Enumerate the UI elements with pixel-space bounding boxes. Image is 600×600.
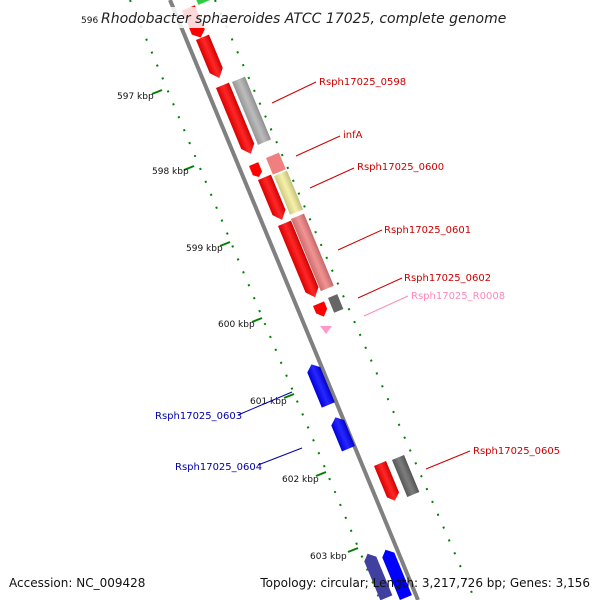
gene-rsph0598[interactable] [232,76,271,145]
gene-top-green[interactable] [195,0,212,5]
gene-red-4[interactable] [258,174,289,223]
label-rsph0605[interactable]: Rsph17025_0605 [473,446,560,457]
connector-rsph0600 [309,167,355,189]
tick-mark-601 [283,393,295,399]
connector-rsph0603 [237,391,293,416]
connector-rsph0601 [337,229,383,251]
label-rsph0603[interactable]: Rsph17025_0603 [155,411,242,422]
gene-infA[interactable] [266,152,286,175]
tick-mark-599 [219,241,231,247]
connector-rsph0605 [425,450,471,470]
gene-red-3[interactable] [249,162,264,179]
connector-r0008 [363,295,409,317]
label-r0008[interactable]: Rsph17025_R0008 [411,291,505,302]
tick-label-600: 600 kbp [218,320,255,330]
title-backdrop [98,7,502,28]
tick-mark-602 [315,471,327,477]
connector-rsph0598 [271,81,317,104]
label-infA[interactable]: infA [343,130,363,141]
genome-backbone [168,0,420,600]
label-rsph0602[interactable]: Rsph17025_0602 [404,273,491,284]
label-rsph0598[interactable]: Rsph17025_0598 [319,77,406,88]
tick-label-596: 596 [81,16,98,26]
gene-navy-bottom-1[interactable] [362,551,393,600]
tick-label-603: 603 kbp [310,552,347,562]
gene-r0008[interactable] [320,326,332,334]
gene-rsph0605[interactable] [392,455,420,497]
tick-label-599: 599 kbp [186,244,223,254]
label-rsph0604[interactable]: Rsph17025_0604 [175,462,262,473]
tick-label-602: 602 kbp [282,475,319,485]
connector-infA [295,135,341,157]
gene-rsph0603[interactable] [305,362,335,408]
connector-rsph0604 [257,447,303,466]
gene-red-bottom[interactable] [374,461,401,503]
gene-rsph0600[interactable] [274,170,304,215]
tick-mark-603 [347,547,359,553]
gene-blue-bottom-2[interactable] [380,547,412,600]
tick-mark-597 [151,89,163,95]
tick-label-597: 597 kbp [117,92,154,102]
gene-rsph0602[interactable] [328,294,344,313]
gene-red-6[interactable] [313,301,329,319]
gene-rsph0601[interactable] [291,213,334,292]
connector-rsph0602 [357,277,403,299]
tick-mark-598 [183,165,195,171]
gene-red-2[interactable] [216,82,257,157]
gene-red-1[interactable] [196,34,226,81]
label-rsph0601[interactable]: Rsph17025_0601 [384,225,471,236]
tick-label-598: 598 kbp [152,167,189,177]
topology-text: Topology: circular; Length: 3,217,726 bp… [260,576,590,590]
gene-red-5[interactable] [278,220,322,300]
accession-text: Accession: NC_009428 [9,576,146,590]
genome-title: Rhodobacter sphaeroides ATCC 17025, comp… [101,11,506,27]
tick-mark-600 [251,317,263,323]
label-rsph0600[interactable]: Rsph17025_0600 [357,162,444,173]
gene-rsph0604[interactable] [329,415,355,452]
